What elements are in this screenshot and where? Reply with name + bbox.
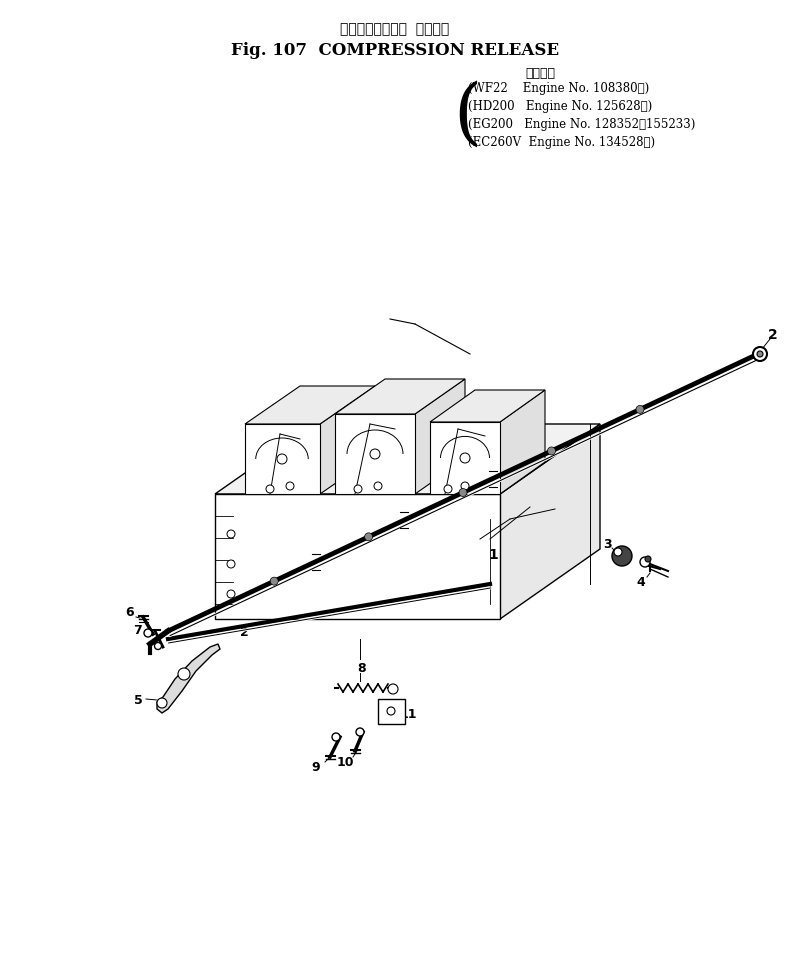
Circle shape: [757, 352, 763, 358]
Polygon shape: [335, 379, 465, 415]
Polygon shape: [215, 495, 500, 619]
Circle shape: [365, 533, 373, 541]
Polygon shape: [500, 390, 545, 495]
Circle shape: [459, 489, 467, 497]
Polygon shape: [430, 390, 545, 422]
Circle shape: [178, 668, 190, 681]
Circle shape: [444, 485, 452, 494]
Circle shape: [461, 482, 469, 491]
Circle shape: [227, 530, 235, 539]
Polygon shape: [157, 645, 220, 713]
Circle shape: [460, 454, 470, 464]
Text: 8: 8: [358, 661, 366, 674]
Circle shape: [387, 707, 395, 715]
Text: 4: 4: [637, 575, 645, 588]
Circle shape: [753, 347, 767, 362]
Circle shape: [332, 734, 340, 741]
Text: (: (: [453, 80, 481, 151]
Circle shape: [271, 578, 278, 586]
Text: (EG200   Engine No. 128352～155233): (EG200 Engine No. 128352～155233): [468, 118, 695, 131]
Polygon shape: [320, 386, 375, 495]
Circle shape: [388, 685, 398, 694]
Text: 2: 2: [240, 626, 248, 639]
Text: 1: 1: [488, 548, 498, 561]
Circle shape: [636, 406, 644, 414]
Text: (EC260V  Engine No. 134528～): (EC260V Engine No. 134528～): [468, 136, 655, 149]
Polygon shape: [335, 415, 415, 495]
Text: 10: 10: [336, 756, 354, 769]
Polygon shape: [500, 424, 600, 619]
Circle shape: [227, 591, 235, 599]
Text: 9: 9: [312, 761, 320, 774]
Circle shape: [645, 556, 651, 562]
Circle shape: [277, 455, 287, 465]
Circle shape: [640, 557, 650, 567]
Text: Fig. 107  COMPRESSION RELEASE: Fig. 107 COMPRESSION RELEASE: [231, 42, 559, 59]
Circle shape: [612, 547, 632, 566]
Polygon shape: [415, 379, 465, 495]
Circle shape: [356, 729, 364, 736]
Text: 2: 2: [768, 328, 778, 341]
Polygon shape: [245, 424, 320, 495]
Polygon shape: [245, 386, 375, 424]
Polygon shape: [378, 699, 405, 725]
Circle shape: [154, 643, 161, 649]
Circle shape: [547, 448, 555, 456]
Text: 適用号機: 適用号機: [525, 67, 555, 80]
Circle shape: [374, 482, 382, 491]
Text: 6: 6: [126, 604, 134, 618]
Text: コンプレッション  リリーズ: コンプレッション リリーズ: [340, 22, 449, 36]
Circle shape: [370, 450, 380, 460]
Circle shape: [266, 485, 274, 494]
Text: 3: 3: [603, 538, 611, 551]
Circle shape: [286, 482, 294, 491]
Polygon shape: [215, 424, 600, 495]
Circle shape: [157, 698, 167, 708]
Circle shape: [354, 485, 362, 494]
Circle shape: [614, 549, 622, 556]
Text: (HD200   Engine No. 125628～): (HD200 Engine No. 125628～): [468, 100, 653, 112]
Text: (WF22    Engine No. 108380～): (WF22 Engine No. 108380～): [468, 82, 649, 95]
Polygon shape: [430, 422, 500, 495]
Circle shape: [227, 560, 235, 568]
Text: 11: 11: [399, 708, 417, 721]
Circle shape: [144, 630, 152, 638]
Text: 7: 7: [134, 623, 142, 636]
Text: 5: 5: [134, 692, 142, 706]
